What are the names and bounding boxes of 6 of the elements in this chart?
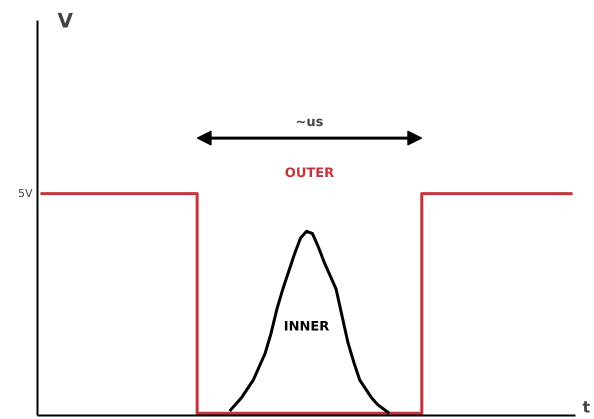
text: ∼us <box>296 115 324 130</box>
x-axis-title: t <box>582 398 590 416</box>
text: V <box>58 8 74 32</box>
text: OUTER <box>284 166 334 182</box>
series-label: INNER <box>284 320 330 335</box>
text: 5V <box>18 187 33 200</box>
